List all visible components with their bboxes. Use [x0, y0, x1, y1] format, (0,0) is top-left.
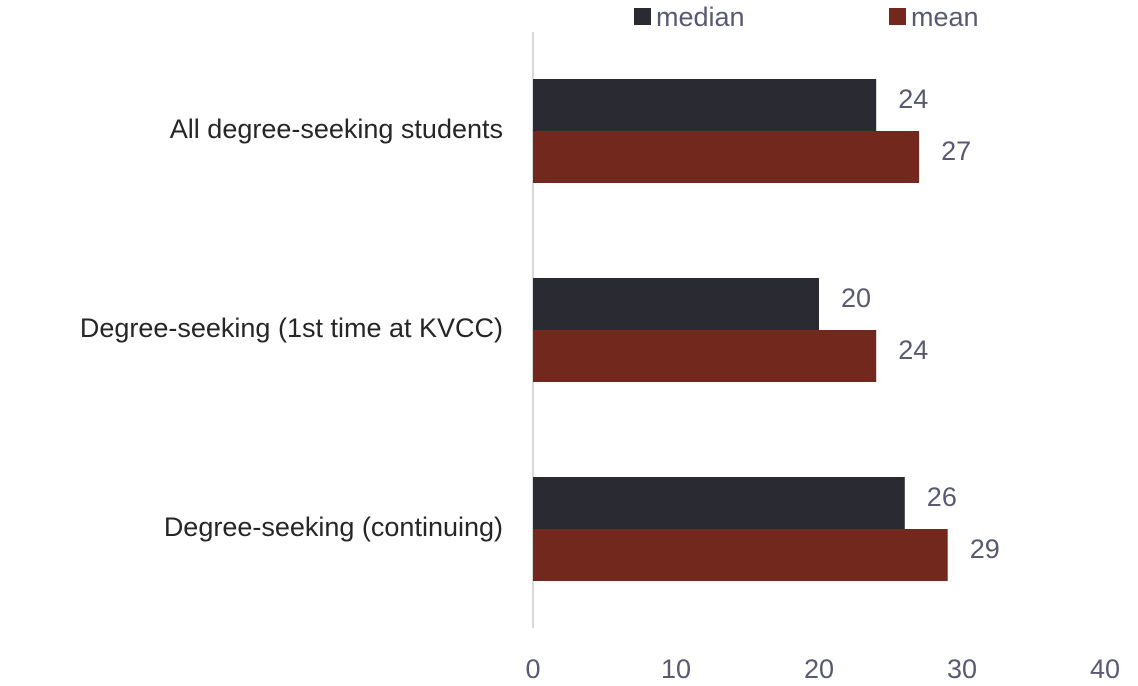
- data-label-median: 24: [898, 84, 928, 114]
- category-labels: All degree-seeking students Degree-seekin…: [80, 114, 503, 542]
- legend-label-median: median: [656, 2, 745, 32]
- legend-label-mean: mean: [911, 2, 979, 32]
- legend-swatch-median: [634, 8, 651, 25]
- bar-mean: [533, 330, 877, 382]
- x-tick-label: 20: [804, 654, 834, 684]
- legend: median mean: [634, 2, 979, 32]
- x-tick-labels: 0 10 20 30 40: [525, 654, 1120, 684]
- category-label: Degree-seeking (continuing): [164, 512, 503, 542]
- x-tick-label: 10: [661, 654, 691, 684]
- x-tick-label: 40: [1090, 654, 1120, 684]
- category-label: Degree-seeking (1st time at KVCC): [80, 313, 503, 343]
- data-label-mean: 29: [970, 534, 1000, 564]
- data-label-median: 20: [841, 283, 871, 313]
- data-label-mean: 27: [941, 136, 971, 166]
- data-labels: 24 27 20 24 26 29: [841, 84, 1000, 564]
- x-tick-label: 30: [947, 654, 977, 684]
- bar-median: [533, 79, 877, 131]
- bars: [533, 79, 948, 581]
- bar-median: [533, 477, 905, 529]
- legend-swatch-mean: [889, 8, 906, 25]
- x-tick-label: 0: [525, 654, 540, 684]
- data-label-median: 26: [927, 482, 957, 512]
- bar-mean: [533, 131, 920, 183]
- bar-mean: [533, 529, 948, 581]
- bar-median: [533, 278, 819, 330]
- category-label: All degree-seeking students: [170, 114, 503, 144]
- data-label-mean: 24: [898, 335, 928, 365]
